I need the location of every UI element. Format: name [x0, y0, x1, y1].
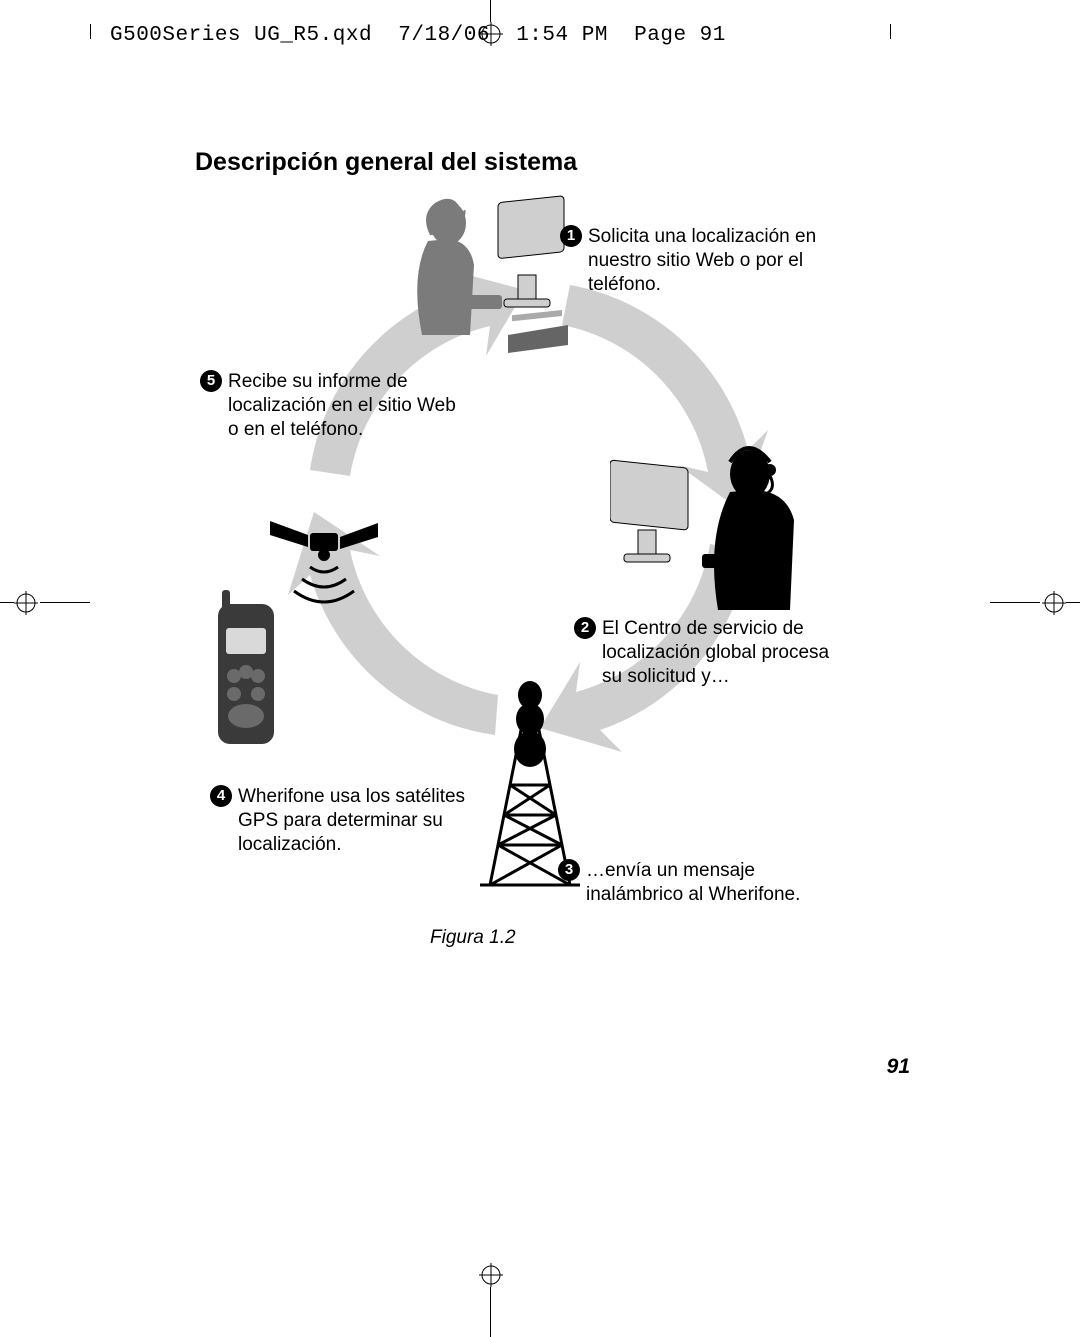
crop-rail-left: [40, 602, 90, 603]
print-slug: G500Series UG_R5.qxd 7/18/06 1:54 PM Pag…: [110, 24, 726, 47]
step-1-number: 1: [560, 225, 582, 247]
step-5-text: Recibe su informe de localización en el …: [228, 370, 470, 441]
step-2-number: 2: [574, 617, 596, 639]
step-1-text: Solicita una localización en nuestro sit…: [588, 225, 850, 296]
step-1: 1 Solicita una localización en nuestro s…: [560, 225, 850, 296]
step-5: 5 Recibe su informe de localización en e…: [200, 370, 470, 441]
user-at-computer-icon: [400, 195, 570, 355]
wherifone-device-icon: [200, 590, 290, 760]
crop-rail-right: [990, 602, 1040, 603]
page-title: Descripción general del sistema: [195, 148, 577, 177]
slug-page: Page 91: [634, 24, 726, 47]
step-2-text: El Centro de servicio de localización gl…: [602, 617, 844, 688]
trim-rule-left: [90, 24, 91, 39]
crop-tick-left: [0, 602, 14, 603]
registration-mark-bottom: [479, 1263, 503, 1287]
step-4-text: Wherifone usa los satélites GPS para det…: [238, 785, 500, 856]
step-4-number: 4: [210, 785, 232, 807]
step-3-text: …envía un mensaje inalámbrico al Wherifo…: [586, 859, 838, 907]
step-2: 2 El Centro de servicio de localización …: [574, 617, 844, 688]
trim-rule-right: [890, 24, 891, 39]
step-5-number: 5: [200, 370, 222, 392]
registration-mark-left: [14, 591, 38, 615]
slug-date: 7/18/06: [398, 24, 490, 47]
crop-mark-top: [490, 0, 491, 22]
slug-time: 1:54 PM: [516, 24, 608, 47]
step-3: 3 …envía un mensaje inalámbrico al Wheri…: [558, 859, 838, 907]
slug-filename: G500Series UG_R5.qxd: [110, 24, 372, 47]
crop-tick-right: [1066, 602, 1080, 603]
page-number: 91: [887, 1055, 910, 1079]
step-3-number: 3: [558, 859, 580, 881]
crop-mark-bottom: [490, 1287, 491, 1337]
registration-mark-right: [1042, 591, 1066, 615]
step-4: 4 Wherifone usa los satélites GPS para d…: [210, 785, 500, 856]
figure-caption: Figura 1.2: [430, 927, 516, 949]
operator-icon: [610, 440, 810, 620]
system-overview-diagram: 1 Solicita una localización en nuestro s…: [170, 195, 910, 955]
